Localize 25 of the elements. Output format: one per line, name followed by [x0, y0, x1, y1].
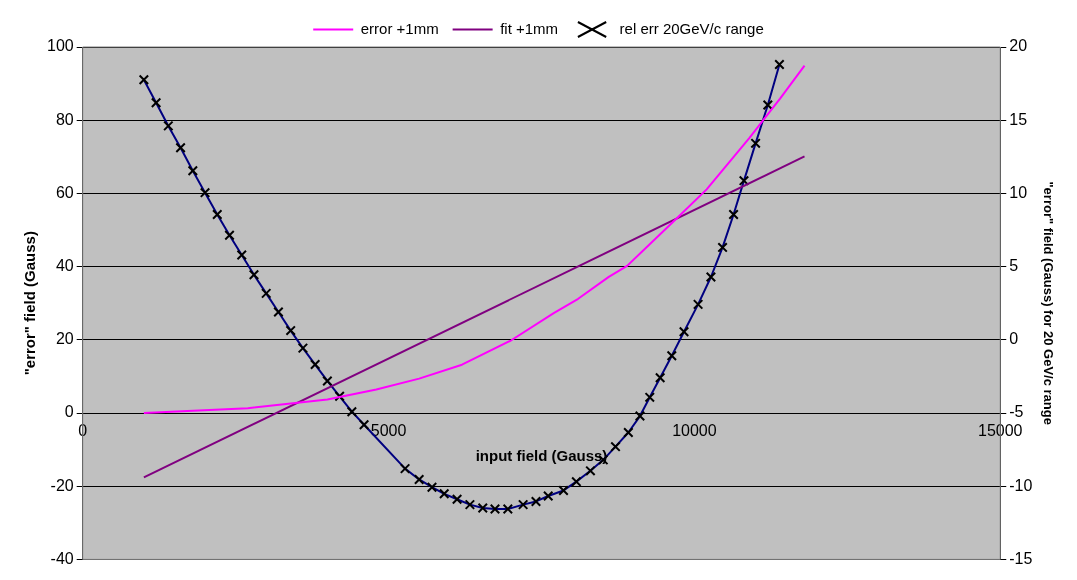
y-axis-title: "error" field (Gauss) — [21, 231, 39, 376]
x-axis-title: input field (Gauss) — [475, 447, 608, 465]
y2-tick-label: 5 — [1009, 257, 1019, 275]
y2-tick-label: 15 — [1009, 110, 1028, 128]
y-tick-label: 40 — [55, 257, 74, 275]
y-tick-label: 60 — [55, 183, 74, 201]
x-tick-label: 15000 — [978, 422, 1023, 440]
y2-axis-title: "error" field (Gauss) for 20 GeV/c range — [1040, 181, 1056, 425]
y2-tick-label: 0 — [1009, 330, 1019, 348]
y-tick-label: -40 — [50, 549, 74, 567]
y2-tick-label: -15 — [1009, 549, 1033, 567]
y-tick-label: 80 — [55, 110, 74, 128]
y2-tick-label: 20 — [1009, 37, 1028, 55]
y2-tick-label: -5 — [1009, 403, 1024, 421]
x-tick-label: 5000 — [370, 422, 407, 440]
y-tick-label: 100 — [46, 37, 74, 55]
legend-label: error +1mm — [360, 19, 439, 37]
y-tick-label: 20 — [55, 330, 74, 348]
legend-label: fit +1mm — [500, 19, 559, 37]
y-tick-label: 0 — [64, 403, 74, 421]
y-tick-label: -20 — [50, 476, 74, 494]
y2-tick-label: 10 — [1009, 183, 1028, 201]
x-tick-label: 10000 — [672, 422, 717, 440]
legend-label: rel err 20GeV/c range — [619, 19, 764, 37]
y2-tick-label: -10 — [1009, 476, 1033, 494]
